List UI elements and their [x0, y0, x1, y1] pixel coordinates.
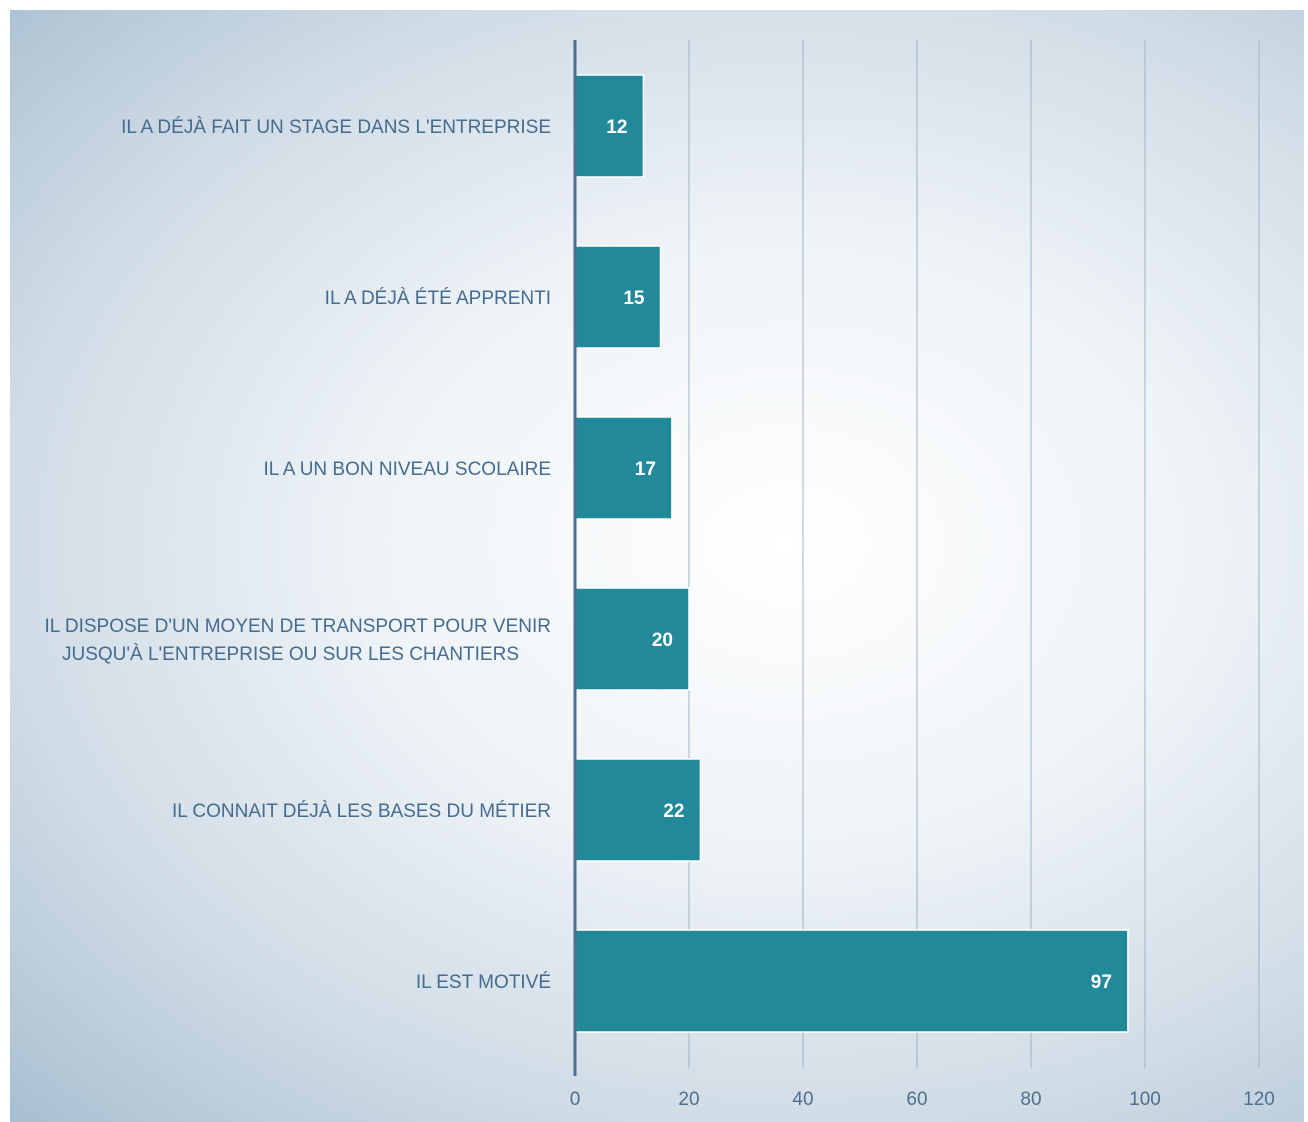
data-label-2: 15 [623, 288, 645, 309]
category-label-4-line-2: JUSQU'À L'ENTREPRISE OU SUR LES CHANTIER… [62, 644, 519, 665]
bar-5 [574, 758, 702, 862]
category-label-2: IL A DÉJÀ ÉTÉ APPRENTI [325, 288, 551, 309]
category-label-6: IL EST MOTIVÉ [416, 972, 551, 993]
x-tick-label-40: 40 [792, 1089, 813, 1110]
grid-lines [688, 40, 1260, 1068]
x-tick-label-100: 100 [1129, 1089, 1161, 1110]
x-tick-label-120: 120 [1243, 1089, 1275, 1110]
x-tick-label-80: 80 [1020, 1089, 1041, 1110]
category-label-4-line-1: IL DISPOSE D'UN MOYEN DE TRANSPORT POUR … [44, 616, 551, 637]
bar-6 [574, 929, 1129, 1033]
data-label-5: 22 [663, 801, 684, 822]
category-label-5: IL CONNAIT DÉJÀ LES BASES DU MÉTIER [172, 801, 551, 822]
data-label-1: 12 [606, 117, 627, 138]
data-label-3: 17 [635, 459, 656, 480]
data-label-6: 97 [1091, 972, 1112, 993]
data-label-4: 20 [652, 630, 673, 651]
category-label-1: IL A DÉJÀ FAIT UN STAGE DANS L'ENTREPRIS… [121, 117, 551, 138]
bar-chart: 0 20 40 60 80 100 120 12 IL A DÉJÀ FAIT UN STAGE… [44, 40, 1275, 1110]
chart-area: 0 20 40 60 80 100 120 12 IL A DÉJÀ FAIT UN STAGE… [10, 10, 1304, 1122]
category-label-3: IL A UN BON NIVEAU SCOLAIRE [263, 459, 551, 480]
x-tick-label-20: 20 [678, 1089, 699, 1110]
bar-1 [574, 74, 645, 178]
x-tick-label-0: 0 [570, 1089, 581, 1110]
labels: 0 20 40 60 80 100 120 12 IL A DÉJÀ FAIT UN STAGE… [44, 117, 1274, 1110]
x-tick-label-60: 60 [906, 1089, 927, 1110]
bars [574, 74, 1129, 1033]
bar-3 [574, 416, 673, 520]
bar-2 [574, 245, 662, 349]
